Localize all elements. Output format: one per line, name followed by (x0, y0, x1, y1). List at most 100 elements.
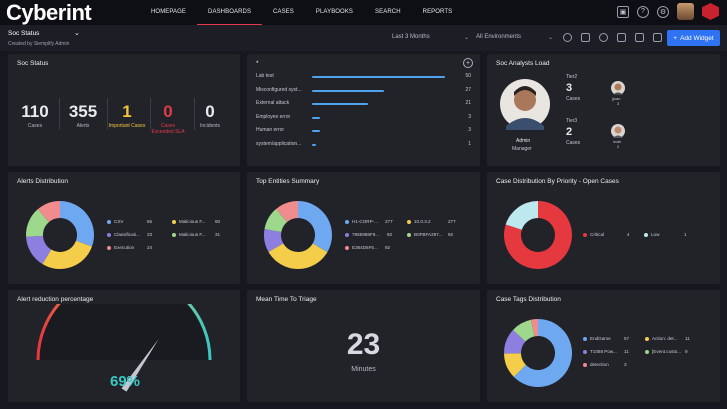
legend-dot (345, 245, 349, 250)
bar-track (312, 143, 445, 146)
bar-row[interactable]: Human error 3 (256, 127, 471, 137)
nav-dashboards[interactable]: DASHBOARDS (197, 0, 263, 25)
donut-slice[interactable] (504, 353, 526, 377)
analyst-avatar[interactable] (611, 81, 625, 95)
donut-slice[interactable] (37, 201, 60, 223)
reduction-gauge[interactable]: 69% (8, 304, 240, 402)
refresh-icon[interactable] (599, 33, 608, 42)
bar-row[interactable]: Employee error 3 (256, 114, 471, 124)
donut-slice[interactable] (264, 228, 284, 252)
document-icon[interactable] (617, 33, 626, 42)
plus-circle-icon[interactable]: + (463, 58, 473, 68)
gear-icon[interactable]: ⚙ (657, 5, 669, 18)
tier-count: 3 (566, 82, 573, 94)
legend-item[interactable]: H1-CORP-... (345, 219, 378, 224)
user-icon[interactable] (563, 33, 572, 42)
donut-slice[interactable] (60, 201, 94, 247)
legend-item[interactable]: Classificati... (107, 232, 140, 237)
exit-icon[interactable] (653, 33, 662, 42)
nav-reports[interactable]: REPORTS (422, 9, 453, 15)
bar-row[interactable]: External attack 21 (256, 100, 471, 110)
legend-dot (407, 219, 411, 224)
soc-analysts-load-widget: Soc Analysts Load Admin Manager Tier2 3 … (487, 54, 720, 166)
app-logo[interactable]: Cyberint (6, 0, 92, 25)
legend-item[interactable]: Malicious F... (172, 232, 206, 237)
widget-title: * (256, 60, 259, 67)
legend-item[interactable]: [Event.custo... (645, 349, 681, 354)
legend-item[interactable]: Low (644, 232, 659, 237)
time-range-select[interactable]: Last 3 Months (392, 34, 430, 40)
alerts-donut-chart[interactable] (22, 197, 98, 273)
bar-value: 50 (465, 73, 471, 79)
donut-slice[interactable] (264, 208, 288, 232)
bar-fill (312, 89, 384, 92)
donut-slice[interactable] (504, 330, 526, 354)
notebook-icon[interactable]: ▣ (617, 5, 629, 18)
stat-label: Cases Exceeded SLA (151, 123, 185, 135)
entities-donut-chart[interactable] (260, 197, 336, 273)
priority-donut-chart[interactable] (500, 197, 576, 273)
legend-item[interactable]: B0FBFA297... (407, 232, 443, 237)
bar-row[interactable]: Misconfigured syst... 27 (256, 87, 471, 97)
tags-donut-chart[interactable] (500, 315, 576, 391)
cyberint-badge-icon[interactable] (702, 3, 719, 20)
legend-item[interactable]: E364D6F5... (345, 245, 378, 250)
legend-value: 92 (385, 245, 391, 250)
bar-row[interactable]: Lab test 50 (256, 73, 471, 83)
chevron-down-icon[interactable]: ⌄ (464, 35, 470, 41)
environment-select[interactable]: All Environments (476, 34, 522, 40)
stat-cases[interactable]: 110 Cases (13, 102, 57, 129)
donut-slice[interactable] (298, 201, 332, 253)
gauge-needle (121, 338, 159, 392)
alerts-distribution-widget: Alerts Distribution CSV 65 Malicious F..… (8, 172, 240, 284)
donut-slice[interactable] (26, 235, 52, 265)
legend-item[interactable]: Action: det... (645, 336, 678, 341)
donut-slice[interactable] (531, 319, 538, 337)
bar-value: 27 (465, 86, 471, 93)
nav-playbooks[interactable]: PLAYBOOKS (315, 9, 354, 15)
analyst-avatar[interactable] (611, 124, 625, 138)
legend-value: 65 (147, 219, 153, 224)
legend-label: Malicious F... (179, 219, 206, 224)
trash-icon[interactable] (581, 33, 590, 42)
user-avatar[interactable] (677, 3, 694, 20)
chevron-down-icon[interactable]: ⌄ (548, 35, 554, 41)
legend-item[interactable]: detection (583, 362, 609, 367)
donut-slice[interactable] (276, 201, 298, 222)
donut-slice[interactable] (268, 243, 328, 269)
download-icon[interactable] (635, 33, 644, 42)
legend-item[interactable]: 7965988F9... (345, 232, 379, 237)
legend-label: Critical (590, 232, 605, 237)
legend-item[interactable]: Malicious F... (172, 219, 206, 224)
legend-item[interactable]: Execution (107, 245, 134, 250)
divider (194, 98, 195, 130)
donut-slice[interactable] (513, 319, 572, 387)
stat-cases-exceeded-sla[interactable]: 0 Cases Exceeded SLA (144, 102, 192, 135)
legend-item[interactable]: CSV (107, 219, 123, 224)
legend-dot (644, 232, 648, 237)
legend-item[interactable]: Critical (583, 232, 604, 237)
stat-alerts[interactable]: 355 Alerts (61, 102, 105, 129)
help-icon[interactable]: ? (637, 5, 649, 18)
donut-slice[interactable] (512, 319, 535, 342)
donut-slice[interactable] (505, 201, 538, 230)
legend-item[interactable]: T1088 Pow... (583, 349, 617, 354)
dashboard-title[interactable]: Soc Status (8, 30, 40, 37)
top-icons: ▣ ? ⚙ (617, 3, 719, 20)
nav-cases[interactable]: CASES (273, 9, 294, 15)
chevron-down-icon[interactable]: ⌄ (74, 30, 80, 37)
stat-incidents[interactable]: 0 Incidents (190, 102, 230, 129)
bar-row[interactable]: system/application... 1 (256, 141, 471, 151)
legend-label: Action: det... (652, 336, 678, 341)
donut-slice[interactable] (26, 209, 49, 237)
add-widget-button[interactable]: + Add Widget (667, 30, 720, 46)
nav-search[interactable]: SEARCH (375, 9, 401, 15)
donut-slice[interactable] (42, 240, 92, 269)
nav-homepage[interactable]: HOMEPAGE (151, 9, 187, 15)
donut (504, 201, 572, 269)
legend-item[interactable]: EndGame (583, 336, 611, 341)
donut-slice[interactable] (504, 201, 572, 269)
stat-important-cases[interactable]: 1 Important Cases (105, 102, 149, 129)
manager-avatar[interactable] (500, 78, 550, 130)
legend-item[interactable]: 10.0.3.2 (407, 219, 431, 224)
